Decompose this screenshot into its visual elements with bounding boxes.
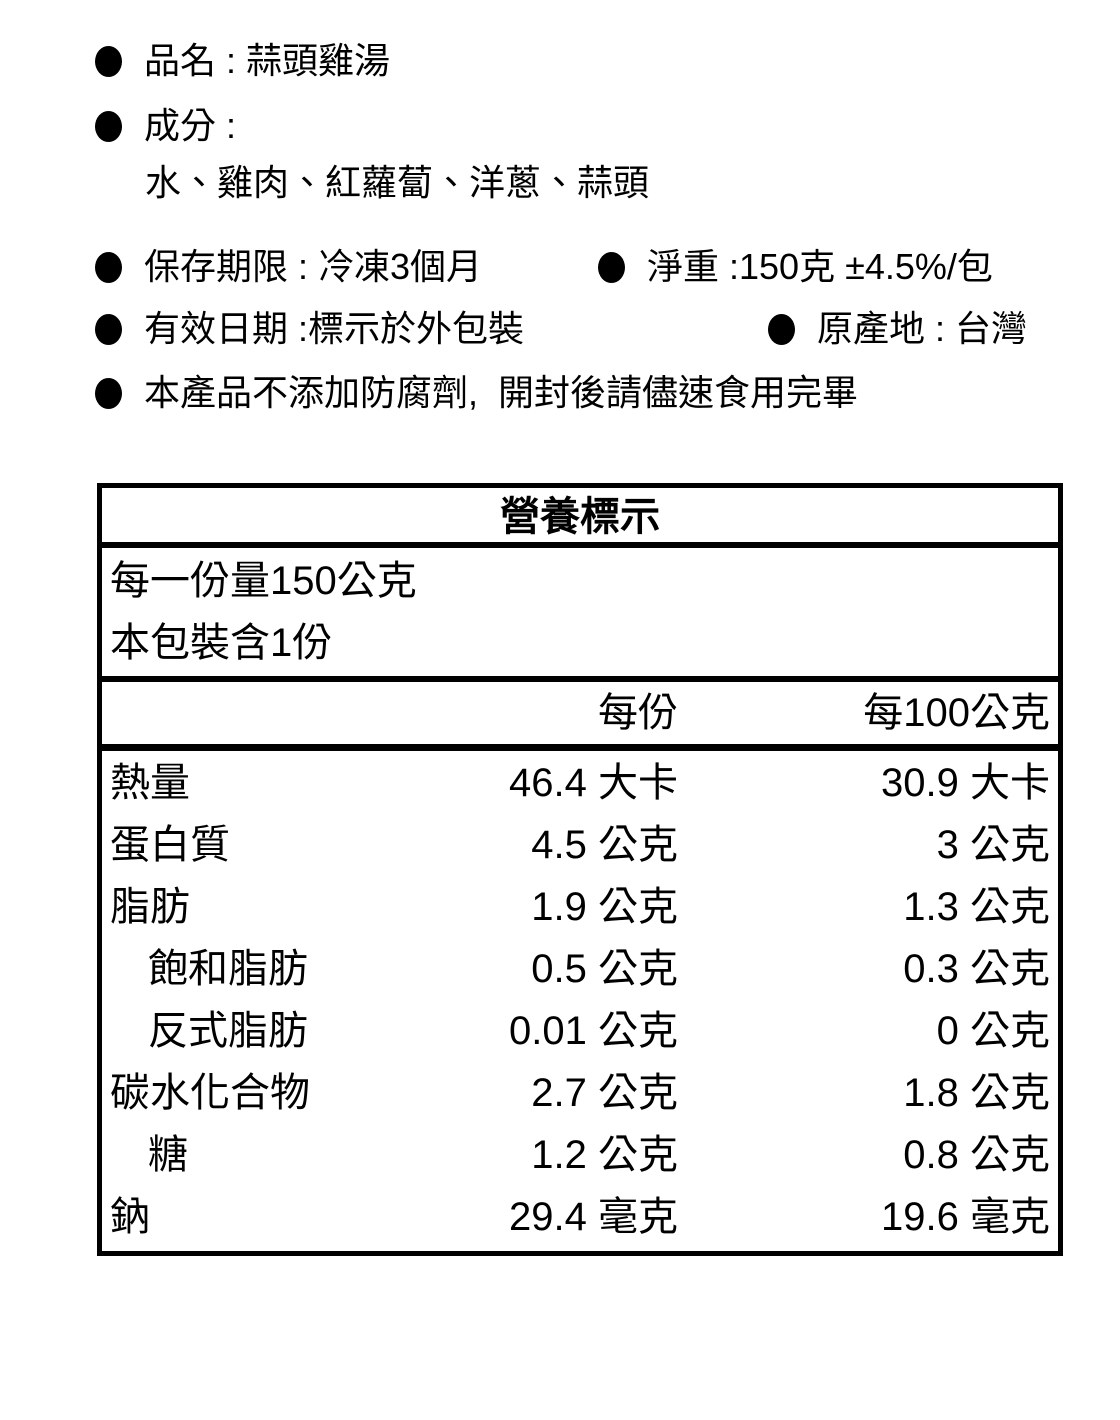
expiry-date-line: 有效日期 :標示於外包裝 原產地 : 台灣 [95,306,1120,352]
row-per-serving-value: 1.2 公克 [531,1133,678,1177]
ingredients-list-line: 水、雞肉、紅蘿蔔、洋蔥、蒜頭 [145,160,649,206]
preservative-notice-line: 本產品不添加防腐劑, 開封後請儘速食用完畢 [95,370,858,416]
ingredients-label-line: 成分 : [95,103,236,149]
row-per-serving-value: 2.7 公克 [531,1071,678,1115]
row-label: 脂肪 [110,885,190,929]
table-row-protein: 蛋白質 4.5 公克 3 公克 [102,814,1058,876]
serving-info-section: 每一份量150公克 本包裝含1份 [102,548,1058,682]
row-label: 蛋白質 [110,823,230,867]
preservative-notice-text: 本產品不添加防腐劑, 開封後請儘速食用完畢 [144,372,859,413]
row-label: 鈉 [110,1195,150,1239]
row-label: 飽和脂肪 [148,947,308,991]
table-row-calories: 熱量 46.4 大卡 30.9 大卡 [102,752,1058,814]
bullet-icon [95,377,122,409]
product-name-text: 品名 : 蒜頭雞湯 [144,40,391,81]
row-per-serving-value: 1.9 公克 [531,885,678,929]
row-per-serving-value: 0.01 公克 [509,1009,678,1053]
servings-per-pack-text: 本包裝含1份 [110,621,333,665]
nutrition-table-title: 營養標示 [102,488,1058,548]
bullet-icon [95,45,122,77]
ingredients-list-text: 水、雞肉、紅蘿蔔、洋蔥、蒜頭 [145,162,650,203]
expiry-date-text: 有效日期 :標示於外包裝 [144,308,525,349]
column-header-per-100g: 每100公克 [863,691,1050,735]
table-row-fat: 脂肪 1.9 公克 1.3 公克 [102,876,1058,938]
nutrition-facts-table: 營養標示 每一份量150公克 本包裝含1份 每份 每100公克 熱量 46.4 … [97,483,1063,1256]
table-row-saturated-fat: 飽和脂肪 0.5 公克 0.3 公克 [102,938,1058,1000]
bullet-icon [95,313,122,345]
product-name-line: 品名 : 蒜頭雞湯 [95,38,390,84]
net-weight-text: 淨重 :150克 ±4.5%/包 [647,246,993,287]
row-label: 熱量 [110,761,190,805]
bullet-icon [95,251,122,283]
serving-size-text: 每一份量150公克 [110,559,417,603]
shelf-life-line: 保存期限 : 冷凍3個月 淨重 :150克 ±4.5%/包 [95,244,1120,290]
row-per-serving-value: 0.5 公克 [531,947,678,991]
row-per-100g-value: 0.3 公克 [903,947,1050,991]
column-header-row: 每份 每100公克 [102,682,1058,751]
table-row-carbohydrate: 碳水化合物 2.7 公克 1.8 公克 [102,1062,1058,1124]
table-row-sodium: 鈉 29.4 毫克 19.6 毫克 [102,1186,1058,1248]
origin-text: 原產地 : 台灣 [817,308,1028,349]
bullet-icon [598,251,625,283]
row-per-serving-value: 4.5 公克 [531,823,678,867]
net-weight-item: 淨重 :150克 ±4.5%/包 [598,244,993,290]
row-per-100g-value: 30.9 大卡 [881,761,1050,805]
table-row-trans-fat: 反式脂肪 0.01 公克 0 公克 [102,1000,1058,1062]
row-per-100g-value: 3 公克 [936,823,1050,867]
table-row-sugar: 糖 1.2 公克 0.8 公克 [102,1124,1058,1186]
row-per-serving-value: 46.4 大卡 [509,761,678,805]
bullet-icon [768,313,795,345]
row-per-100g-value: 0 公克 [936,1009,1050,1053]
row-label: 碳水化合物 [110,1071,310,1115]
row-per-100g-value: 19.6 毫克 [881,1195,1050,1239]
bullet-icon [95,110,122,142]
row-per-serving-value: 29.4 毫克 [509,1195,678,1239]
shelf-life-text: 保存期限 : 冷凍3個月 [144,246,483,287]
row-per-100g-value: 1.3 公克 [903,885,1050,929]
column-header-per-serving: 每份 [598,691,678,735]
origin-item: 原產地 : 台灣 [768,306,1027,352]
column-header-spacer [102,682,352,744]
row-label: 糖 [148,1133,188,1177]
ingredients-label-text: 成分 : [144,105,237,146]
row-per-100g-value: 0.8 公克 [903,1133,1050,1177]
row-label: 反式脂肪 [148,1009,308,1053]
nutrition-rows: 熱量 46.4 大卡 30.9 大卡 蛋白質 4.5 公克 3 公克 脂肪 1.… [102,751,1058,1251]
row-per-100g-value: 1.8 公克 [903,1071,1050,1115]
